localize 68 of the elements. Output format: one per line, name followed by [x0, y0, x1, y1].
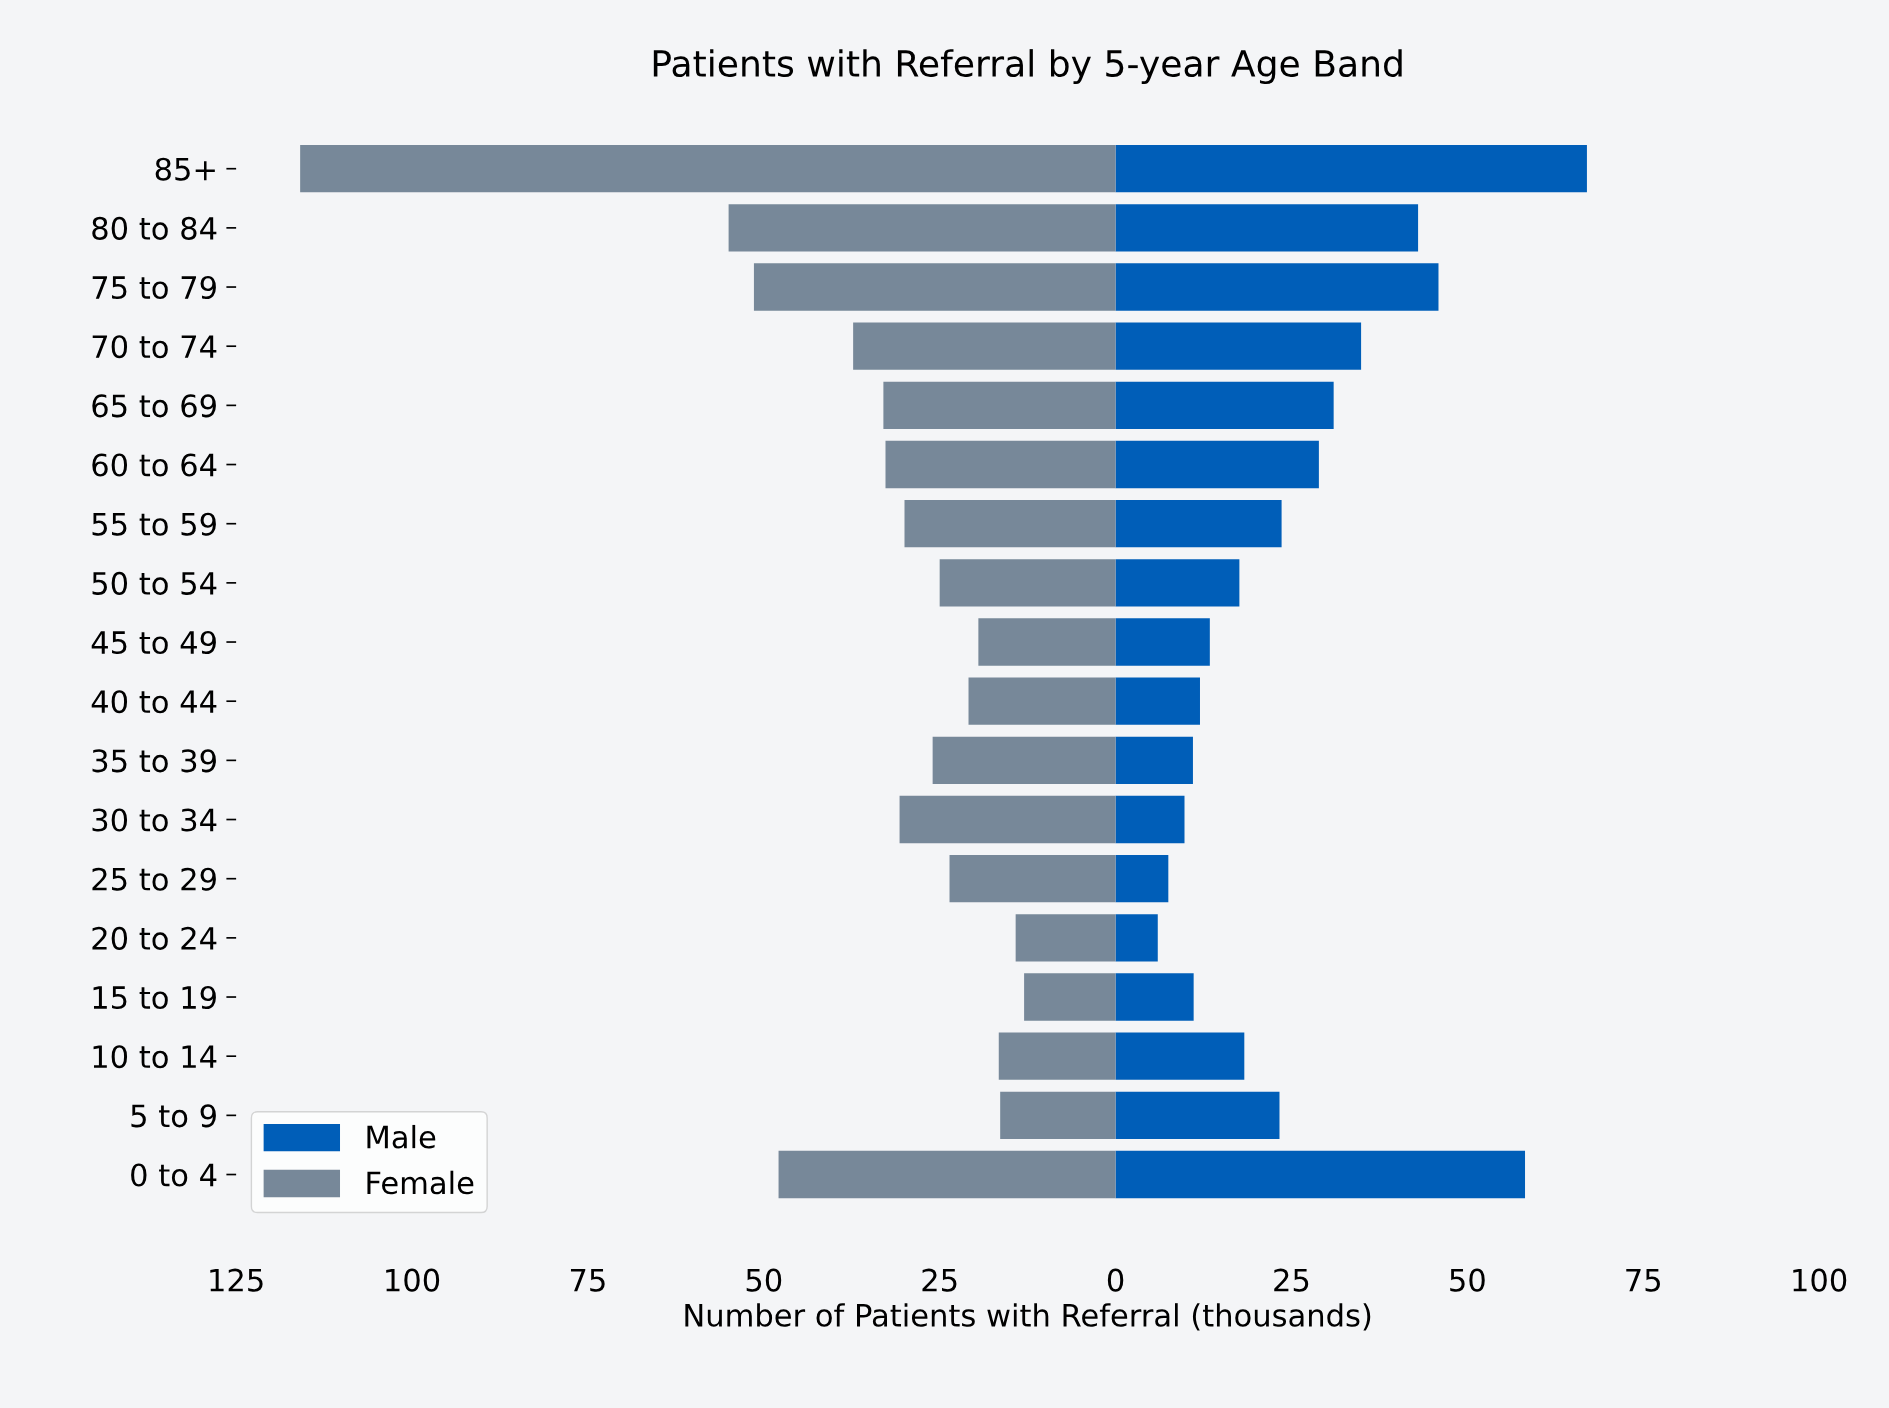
y-tick-label: 65 to 69: [92, 394, 216, 418]
y-tick-label: 60 to 64: [92, 453, 217, 477]
bar: [1015, 914, 1116, 962]
bar: [1115, 618, 1210, 666]
bar: [1115, 322, 1362, 370]
bar: [1115, 500, 1282, 548]
bar: [1115, 1150, 1526, 1199]
bar: [1115, 440, 1319, 489]
bar: [1115, 973, 1194, 1021]
y-tick-label: 85+: [155, 157, 215, 181]
y-tick-label: 55 to 59: [92, 512, 216, 536]
bar: [1115, 677, 1200, 725]
y-tick-label: 5 to 9: [131, 1104, 216, 1128]
x-axis-title: Number of Patients with Referral (thousands): [685, 1303, 1371, 1331]
bar: [778, 1150, 1116, 1199]
y-tick-label: 75 to 79: [92, 275, 216, 300]
bar: [300, 145, 1116, 193]
bar: [899, 795, 1116, 844]
y-tick-label: 35 to 39: [92, 749, 216, 773]
bar: [939, 559, 1116, 607]
bar: [1115, 795, 1185, 844]
bar: [978, 618, 1116, 666]
x-tick-label: 25: [1274, 1268, 1309, 1292]
bar: [904, 500, 1116, 548]
y-tick-label: 10 to 14: [93, 1045, 217, 1069]
y-tick-label: 80 to 84: [92, 216, 217, 240]
bar: [1024, 973, 1116, 1021]
y-tick-label: 15 to 19: [93, 985, 216, 1010]
y-tick-label: 0 to 4: [131, 1163, 217, 1187]
bar: [932, 736, 1116, 785]
bar: [1000, 1091, 1116, 1140]
bar: [1115, 204, 1419, 252]
bar: [1115, 1032, 1245, 1080]
bar: [1115, 559, 1240, 607]
y-tick-label: 70 to 74: [92, 335, 217, 359]
bar: [1115, 736, 1193, 785]
x-tick-label: 75: [570, 1268, 605, 1292]
y-tick-label: 30 to 34: [92, 808, 217, 832]
bar: [1115, 1091, 1280, 1140]
bar: [1115, 263, 1439, 311]
legend-label: Female: [367, 1170, 474, 1195]
y-tick-label: 45 to 49: [91, 630, 216, 655]
bar: [1115, 855, 1169, 903]
y-tick-label: 25 to 29: [92, 867, 216, 891]
x-tick-label: 75: [1626, 1268, 1660, 1292]
bar: [753, 263, 1116, 311]
bar: [949, 855, 1116, 903]
x-tick-label: 125: [210, 1268, 263, 1292]
x-tick-label: 50: [1450, 1268, 1485, 1292]
chart-title: Patients with Referral by 5-year Age Band: [653, 49, 1402, 85]
x-tick-label: 25: [922, 1268, 957, 1292]
bar: [998, 1032, 1116, 1080]
x-tick-label: 0: [1107, 1268, 1124, 1292]
bar: [1115, 381, 1334, 430]
x-tick-label: 100: [1793, 1268, 1847, 1292]
bar: [885, 440, 1116, 489]
legend-label: Male: [367, 1124, 436, 1149]
y-tick-label: 20 to 24: [92, 926, 217, 950]
bar: [968, 677, 1116, 725]
x-tick-label: 100: [386, 1268, 440, 1292]
y-tick-label: 40 to 44: [91, 690, 217, 714]
bar: [1115, 914, 1158, 962]
bar: [1115, 145, 1587, 193]
bar: [883, 381, 1116, 430]
x-tick-label: 50: [746, 1268, 782, 1292]
y-tick-label: 50 to 54: [92, 571, 217, 595]
bar: [728, 204, 1116, 252]
bar: [853, 322, 1116, 370]
